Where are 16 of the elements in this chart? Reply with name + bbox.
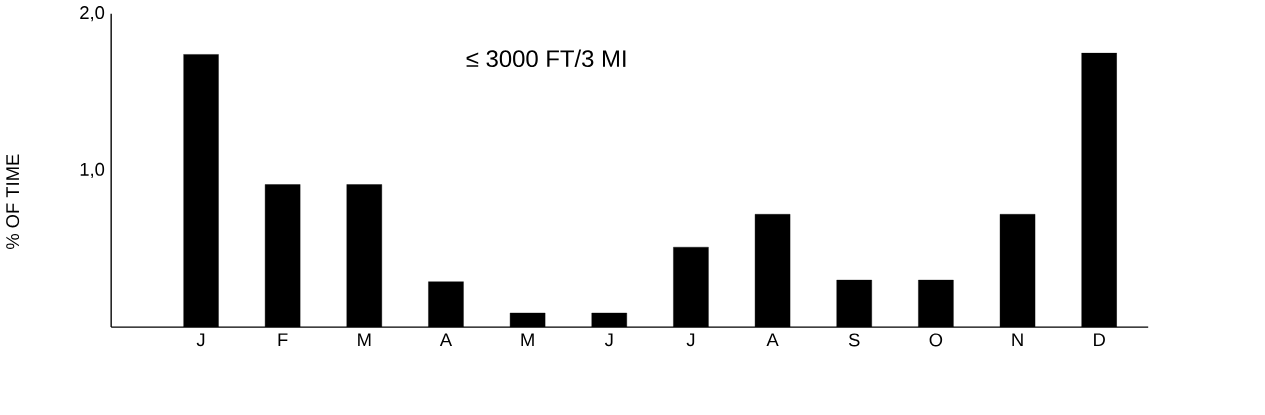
x-tick-label: O xyxy=(929,333,943,347)
y-tick-label: 1,0 xyxy=(80,162,105,179)
x-tick-label: N xyxy=(1012,333,1023,347)
x-tick-label: A xyxy=(439,333,453,347)
y-axis-title: % OF TIME xyxy=(6,154,20,250)
x-tick-label: F xyxy=(278,333,288,347)
x-tick-label: S xyxy=(848,333,860,347)
x-tick-label: M xyxy=(358,333,371,347)
x-tick-label: M xyxy=(521,333,534,347)
x-tick-label: J xyxy=(196,333,205,347)
x-tick-label: J xyxy=(686,333,695,347)
text: ≤ 3000 FT/3 MI xyxy=(466,49,626,68)
x-tick-label: J xyxy=(604,333,613,347)
x-tick-label: A xyxy=(766,333,779,347)
x-tick-label: D xyxy=(1094,333,1105,347)
y-tick-label: 2,0 xyxy=(80,6,105,22)
